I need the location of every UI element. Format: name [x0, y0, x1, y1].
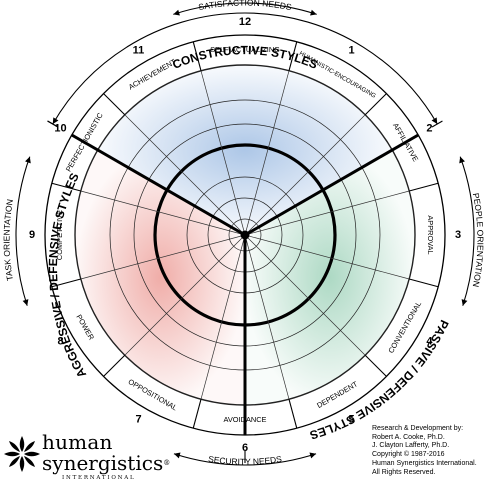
arrowhead-icon [431, 117, 438, 124]
style-label-competitive: COMPETITIVE [55, 210, 64, 260]
credit-line: Research & Development by: [372, 425, 464, 432]
outer-arrows [15, 2, 475, 466]
arc-label-task-orientation: TASK ORIENTATION [1, 198, 15, 281]
arrowhead-icon [25, 156, 31, 164]
arrowhead-icon [52, 117, 59, 124]
wedge-passive-defensive [245, 150, 415, 405]
arrowhead-icon [459, 156, 465, 164]
style-label-power: POWER [74, 313, 96, 342]
logo-line-international: INTERNATIONAL [62, 475, 136, 481]
credit-line: Copyright © 1987-2016 [372, 451, 445, 459]
arc-satisfaction-needs [173, 2, 317, 15]
style-number-5: 5 [348, 413, 354, 425]
arc-tick [47, 120, 59, 128]
copyright-credit: Research & Development by: Robert A. Coo… [372, 425, 488, 477]
style-number-7: 7 [135, 413, 141, 425]
arc-label-satisfaction-needs: SATISFACTION NEEDS [198, 0, 293, 12]
style-label-approval: APPROVAL [426, 215, 435, 254]
style-spoke [80, 234, 246, 280]
band-divider [409, 278, 439, 288]
credit-line: All Rights Reserved. [372, 468, 436, 476]
band-divider [364, 93, 387, 116]
cluster-divider [244, 133, 419, 237]
style-spoke [80, 190, 246, 236]
arrowhead-icon [310, 9, 317, 16]
band-divider [409, 182, 439, 192]
band-divider [51, 278, 81, 288]
band-divider [288, 399, 298, 429]
style-spoke [124, 234, 246, 356]
arc-people-orientation [459, 156, 475, 306]
credit-line: Human Synergistics International. [372, 459, 477, 467]
arrowhead-icon [461, 299, 468, 306]
band-divider [364, 354, 387, 377]
cluster-divider [71, 133, 246, 237]
style-spoke [244, 234, 366, 356]
arrowhead-icon [173, 9, 180, 16]
band-divider [288, 41, 298, 71]
logo-line-human: human [42, 430, 113, 454]
style-number-8: 8 [57, 335, 63, 347]
style-label-self-actualizing: SELF-ACTUALIZING [210, 45, 280, 54]
style-number-2: 2 [426, 122, 432, 134]
band-divider [103, 354, 126, 377]
style-spoke [244, 190, 410, 236]
band-divider [103, 93, 126, 116]
style-label-avoidance: AVOIDANCE [224, 415, 267, 424]
arc-label-security-needs: SECURITY NEEDS [208, 454, 283, 467]
style-spoke [200, 234, 246, 400]
style-spokes [51, 41, 439, 435]
style-number-4: 4 [426, 335, 433, 347]
credit-line: J. Clayton Lafferty, Ph.D. [372, 442, 450, 450]
arc-constructive [52, 12, 438, 125]
style-spoke [200, 70, 246, 236]
arrowhead-icon [22, 299, 29, 306]
style-number-3: 3 [455, 229, 461, 241]
company-logo: human synergistics® INTERNATIONAL [42, 432, 170, 481]
style-number-10: 10 [54, 122, 66, 134]
arrowhead-icon [173, 452, 181, 459]
arc-label-people-orientation: PEOPLE ORIENTATION [471, 192, 486, 288]
style-spoke [244, 70, 290, 236]
style-spoke [124, 114, 246, 236]
arrowhead-icon [309, 452, 317, 459]
style-number-9: 9 [29, 229, 35, 241]
logo-line-synergistics: synergistics® [42, 451, 171, 475]
style-spoke [244, 234, 290, 400]
credit-line: Robert A. Cooke, Ph.D. [372, 433, 445, 441]
band-divider [51, 182, 81, 192]
style-number-11: 11 [133, 44, 145, 56]
arc-tick [431, 120, 443, 128]
style-spoke [244, 114, 366, 236]
style-number-12: 12 [239, 16, 251, 28]
band-divider [192, 41, 202, 71]
center-dot [240, 230, 250, 240]
arc-task-orientation [15, 156, 31, 306]
style-number-6: 6 [242, 442, 248, 454]
style-spoke [244, 234, 410, 280]
band-divider [192, 399, 202, 429]
synergistics-star-icon [4, 436, 40, 472]
wedge-aggressive-defensive [74, 150, 245, 405]
style-number-1: 1 [348, 44, 354, 56]
arc-security-needs [173, 453, 317, 466]
